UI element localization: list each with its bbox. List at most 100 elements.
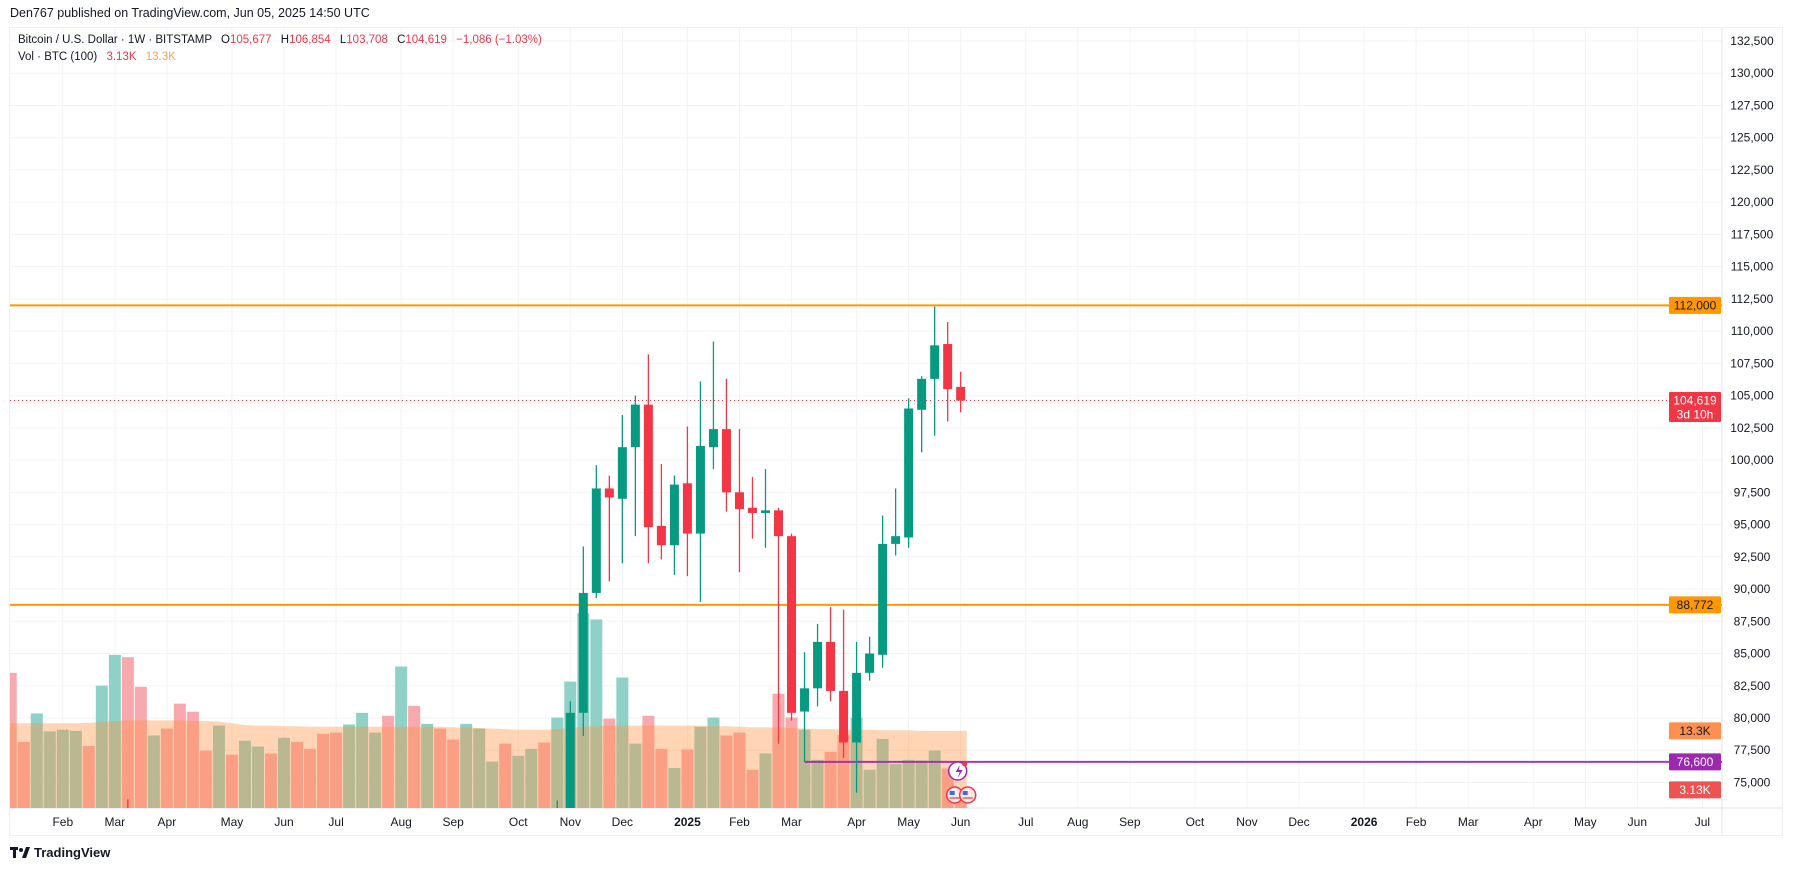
low-value: 103,708 <box>346 34 388 46</box>
volume-bar <box>10 672 17 808</box>
candle-body <box>747 507 757 513</box>
volume-bar <box>629 743 642 808</box>
volume-bar <box>824 751 837 808</box>
volume-bar <box>186 711 199 808</box>
candle-body <box>891 536 901 544</box>
event-dot <box>962 761 968 767</box>
candle-body <box>734 492 744 510</box>
footer-brand[interactable]: TradingView <box>10 845 110 860</box>
brand-name: TradingView <box>34 845 111 860</box>
volume-bar <box>421 723 434 808</box>
candle-body <box>917 378 927 410</box>
candle-body <box>578 592 588 713</box>
plot-area <box>10 304 1722 867</box>
candle-body <box>852 672 862 743</box>
volume-bar <box>889 763 902 808</box>
volume-bar <box>447 739 460 808</box>
volume-bar <box>590 619 603 808</box>
volume-bar <box>616 677 629 808</box>
volume-bar <box>160 728 173 808</box>
volume-bar <box>238 740 251 808</box>
volume-bar <box>121 657 134 808</box>
price-tick-label: 80,000 <box>1734 711 1771 725</box>
volume-bar <box>811 759 824 808</box>
volume-bar <box>486 761 499 808</box>
volume-bar <box>915 760 928 808</box>
volume-bar <box>837 734 850 808</box>
price-tick-label: 120,000 <box>1730 195 1774 209</box>
last-price-badge-bg <box>1669 392 1721 423</box>
volume-bar <box>863 769 876 808</box>
candle-body <box>630 404 640 448</box>
time-tick-label: Jul <box>328 815 343 829</box>
price-tick-label: 117,500 <box>1731 227 1774 241</box>
symbol-title[interactable]: Bitcoin / U.S. Dollar · 1W · BITSTAMP <box>18 34 212 46</box>
time-tick-label: 2026 <box>1351 815 1378 829</box>
candle-body <box>930 345 940 379</box>
price-tick-label: 125,000 <box>1730 131 1774 145</box>
level-badge: 88,772 <box>1677 598 1714 612</box>
volume-bar <box>785 717 798 808</box>
candle-body <box>123 861 132 867</box>
price-tick-label: 87,500 <box>1734 614 1771 628</box>
candle-body <box>800 688 810 712</box>
candle-body <box>865 653 875 673</box>
volume-bar <box>56 729 69 808</box>
candle-body <box>787 536 797 713</box>
volume-bar <box>798 729 811 808</box>
volume-bar <box>356 712 369 808</box>
volume-ma-value: 13.3K <box>145 51 176 63</box>
lightning-glyph <box>955 765 963 778</box>
volume-bar <box>720 735 733 808</box>
candle-body <box>760 510 770 513</box>
volume-bar <box>694 726 707 808</box>
price-tick-label: 95,000 <box>1734 518 1771 532</box>
high-value: 106,854 <box>289 34 331 46</box>
time-tick-label: 2025 <box>674 815 701 829</box>
time-tick-label: Jul <box>1018 815 1033 829</box>
candle-body <box>721 429 731 493</box>
price-tick-label: 75,000 <box>1734 775 1771 789</box>
chart-pane[interactable] <box>9 27 1783 836</box>
volume-bar <box>30 713 43 808</box>
volume-bar <box>668 767 681 808</box>
candle-body <box>682 483 692 534</box>
time-tick-label: Jun <box>951 815 970 829</box>
volume-bar <box>772 693 785 808</box>
time-tick-label: Sep <box>1119 815 1141 829</box>
time-tick-label: Aug <box>390 815 411 829</box>
candle-body <box>591 488 601 593</box>
time-tick-label: May <box>897 815 920 829</box>
volume-bar <box>173 703 186 808</box>
time-tick-label: Feb <box>1406 815 1427 829</box>
volume-bar <box>525 748 538 808</box>
candle-body <box>904 408 914 538</box>
volume-bar <box>902 759 915 808</box>
volume-bar <box>512 755 525 808</box>
volume-bar <box>603 718 616 808</box>
price-tick-label: 132,500 <box>1730 34 1774 48</box>
candle-body <box>708 429 718 448</box>
volume-bar <box>265 753 278 808</box>
time-tick-label: Jun <box>274 815 293 829</box>
time-tick-label: Feb <box>729 815 750 829</box>
volume-title[interactable]: Vol · BTC (100) <box>18 51 98 63</box>
volume-bar <box>369 732 382 808</box>
candle-body <box>604 488 614 498</box>
volume-bar <box>147 735 160 808</box>
candle-body <box>878 543 888 655</box>
price-tick-label: 92,500 <box>1734 550 1771 564</box>
symbol-legend: Bitcoin / U.S. Dollar · 1W · BITSTAMP O1… <box>18 34 542 46</box>
volume-bar <box>304 748 317 808</box>
level-badge-bg <box>1669 596 1721 614</box>
volume-bar <box>681 749 694 808</box>
volume-bar <box>499 743 512 808</box>
published-caption: Den767 published on TradingView.com, Jun… <box>10 6 370 20</box>
time-tick-label: Dec <box>1288 815 1309 829</box>
time-tick-label: Apr <box>158 815 177 829</box>
time-tick-label: Mar <box>781 815 802 829</box>
time-tick-label: Feb <box>52 815 73 829</box>
last-price-badge: 104,619 <box>1673 394 1717 408</box>
volume-bar <box>212 725 225 808</box>
